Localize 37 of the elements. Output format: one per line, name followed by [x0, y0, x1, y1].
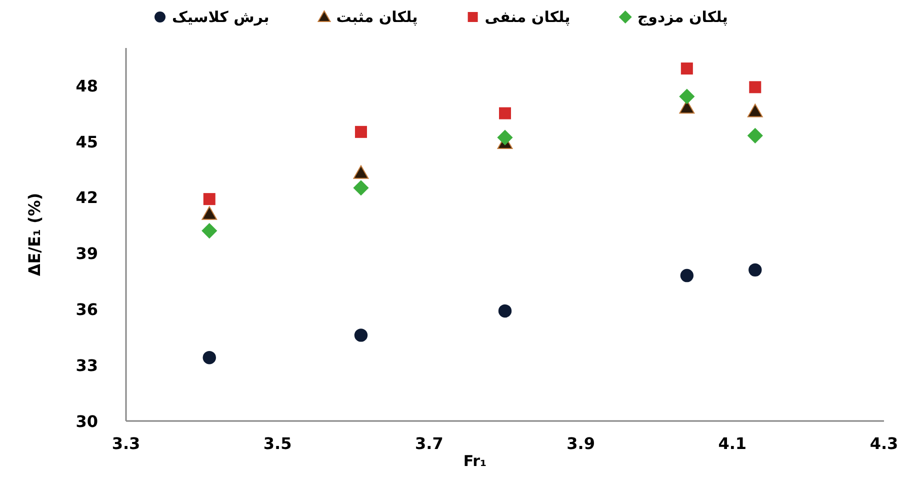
point	[498, 304, 512, 318]
point	[499, 107, 511, 120]
y-tick-label: 39	[76, 244, 98, 264]
x-tick-label: 3.7	[415, 434, 444, 453]
y-tick-label: 36	[76, 300, 98, 320]
legend-label: پلکان مثبت	[336, 8, 418, 26]
point	[203, 193, 216, 206]
x-tick-label: 3.9	[566, 434, 595, 453]
y-tick-label: 48	[76, 76, 98, 96]
x-tick-label: 4.3	[870, 434, 898, 453]
y-tick-label: 45	[76, 132, 98, 152]
point	[353, 180, 369, 196]
point	[749, 81, 762, 94]
point	[748, 263, 762, 277]
point	[747, 128, 763, 144]
point	[202, 350, 216, 364]
x-tick-label: 4.1	[718, 434, 747, 453]
point	[354, 126, 367, 138]
point	[497, 130, 513, 146]
point	[202, 206, 218, 220]
x-axis-title: Fr₁	[463, 452, 487, 470]
point	[202, 222, 218, 239]
point	[747, 104, 763, 118]
point	[354, 328, 368, 342]
point	[353, 165, 369, 179]
point	[680, 62, 693, 75]
legend-label: برش کلاسیک	[172, 8, 270, 26]
x-tick-label: 3.5	[263, 434, 292, 453]
y-tick-label: 33	[76, 356, 98, 376]
point	[679, 88, 695, 104]
x-tick-label: 3.3	[112, 434, 140, 453]
y-tick-label: 42	[76, 188, 98, 208]
legend-label: پلکان مزدوج	[637, 8, 728, 26]
y-axis-title: ΔE/E₁ (%)	[25, 192, 44, 276]
y-tick-label: 30	[76, 412, 98, 431]
point	[680, 268, 694, 282]
legend-label: پلکان منفی	[484, 8, 570, 26]
